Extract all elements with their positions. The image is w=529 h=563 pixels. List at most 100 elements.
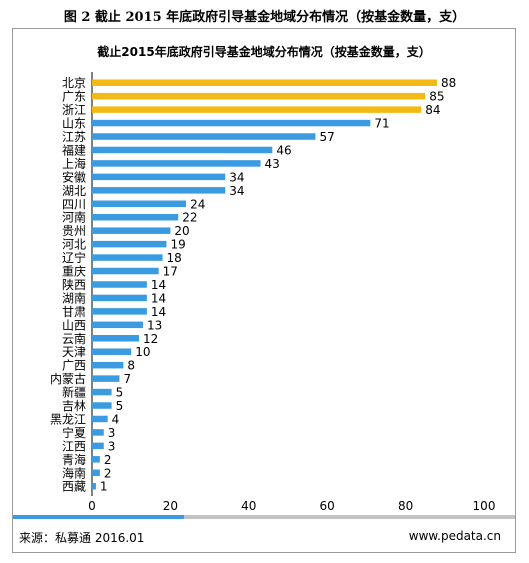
bar — [92, 106, 422, 113]
data-label: 7 — [123, 372, 131, 386]
x-tick-label: 0 — [88, 499, 96, 513]
bar — [92, 415, 108, 423]
bar — [92, 482, 96, 490]
category-label: 云南 — [62, 331, 86, 346]
data-label: 14 — [151, 278, 166, 292]
data-label: 3 — [108, 426, 116, 440]
bar — [92, 267, 159, 275]
category-label: 天津 — [62, 345, 86, 359]
data-label: 1 — [100, 480, 108, 494]
bottom-rule — [13, 515, 515, 519]
chart-frame: 截止2015年底政府引导基金地域分布情况（按基金数量，支） 北京 88 广东 85 浙江… — [12, 28, 516, 553]
data-label: 57 — [319, 130, 334, 144]
category-label: 湖北 — [62, 183, 86, 198]
bar — [92, 429, 104, 436]
data-label: 8 — [127, 359, 135, 373]
category-label: 宁夏 — [62, 425, 86, 440]
data-label: 43 — [265, 157, 280, 171]
data-label: 22 — [182, 211, 197, 225]
category-label: 陕西 — [62, 277, 86, 292]
category-label: 四川 — [62, 197, 86, 211]
bar — [92, 173, 226, 181]
category-label: 贵州 — [62, 224, 86, 238]
data-label: 20 — [174, 224, 189, 238]
category-label: 广东 — [62, 90, 86, 104]
bar — [92, 92, 426, 100]
bar — [92, 375, 120, 382]
category-label: 广西 — [62, 359, 86, 373]
category-label: 河北 — [62, 238, 86, 252]
data-label: 19 — [170, 238, 185, 252]
data-label: 71 — [374, 117, 389, 131]
category-label: 重庆 — [62, 265, 86, 279]
bar — [92, 146, 273, 154]
category-label: 北京 — [62, 76, 86, 90]
data-label: 10 — [135, 345, 150, 359]
bar — [92, 79, 437, 86]
x-tick-label: 40 — [241, 499, 256, 513]
category-label: 山东 — [62, 117, 86, 131]
bar — [92, 281, 147, 288]
bar — [92, 321, 143, 329]
figure-caption: 图 2 截止 2015 年底政府引导基金地域分布情况（按基金数量，支） — [63, 10, 466, 25]
bar — [92, 227, 171, 234]
data-label: 5 — [116, 386, 124, 400]
bar — [92, 119, 371, 127]
data-label: 88 — [441, 76, 456, 90]
bar — [92, 133, 316, 140]
bar — [92, 402, 112, 409]
website-link[interactable]: www.pedata.cn — [408, 529, 501, 543]
bar — [92, 335, 140, 342]
x-tick-label: 20 — [163, 499, 178, 513]
category-label: 吉林 — [62, 399, 86, 413]
bottom-rule-accent — [13, 515, 184, 519]
category-label: 新疆 — [62, 385, 86, 400]
bar — [92, 254, 163, 261]
data-label: 84 — [425, 103, 440, 117]
bar — [92, 240, 167, 248]
data-label: 34 — [229, 170, 244, 184]
bar — [92, 213, 179, 221]
category-label: 甘肃 — [62, 305, 86, 319]
data-label: 17 — [163, 265, 178, 279]
bar — [92, 294, 147, 302]
data-label: 4 — [112, 412, 120, 426]
data-label: 2 — [104, 453, 112, 467]
category-label: 福建 — [62, 142, 86, 157]
category-label: 海南 — [62, 465, 86, 480]
data-label: 3 — [108, 439, 116, 453]
data-label: 12 — [143, 332, 158, 346]
data-label: 24 — [190, 197, 205, 211]
chart-title: 截止2015年底政府引导基金地域分布情况（按基金数量，支） — [97, 44, 430, 59]
bar — [92, 469, 100, 477]
data-label: 5 — [116, 399, 124, 413]
bar — [92, 200, 187, 208]
data-label: 85 — [429, 90, 444, 104]
x-tick-label: 80 — [398, 499, 413, 513]
data-label: 13 — [147, 318, 162, 332]
data-label: 14 — [151, 291, 166, 305]
bar — [92, 308, 147, 315]
bar — [92, 456, 100, 463]
data-label: 34 — [229, 184, 244, 198]
category-label: 湖南 — [62, 290, 86, 305]
data-label: 14 — [151, 305, 166, 319]
data-label: 18 — [167, 251, 182, 265]
source-note: 来源：私募通 2016.01 — [19, 531, 145, 545]
bar — [92, 388, 112, 396]
category-label: 江苏 — [62, 130, 86, 144]
x-tick-label: 100 — [473, 499, 496, 513]
category-label: 江西 — [62, 439, 86, 453]
category-label: 河南 — [62, 210, 86, 225]
bar — [92, 348, 132, 355]
category-label: 西藏 — [62, 480, 86, 494]
data-label: 46 — [276, 143, 291, 157]
category-label: 内蒙古 — [50, 371, 86, 386]
x-tick-label: 60 — [320, 499, 335, 513]
bar — [92, 442, 104, 450]
category-label: 浙江 — [62, 103, 86, 117]
category-label: 辽宁 — [62, 250, 86, 265]
bar — [92, 160, 261, 167]
category-label: 上海 — [62, 156, 86, 171]
